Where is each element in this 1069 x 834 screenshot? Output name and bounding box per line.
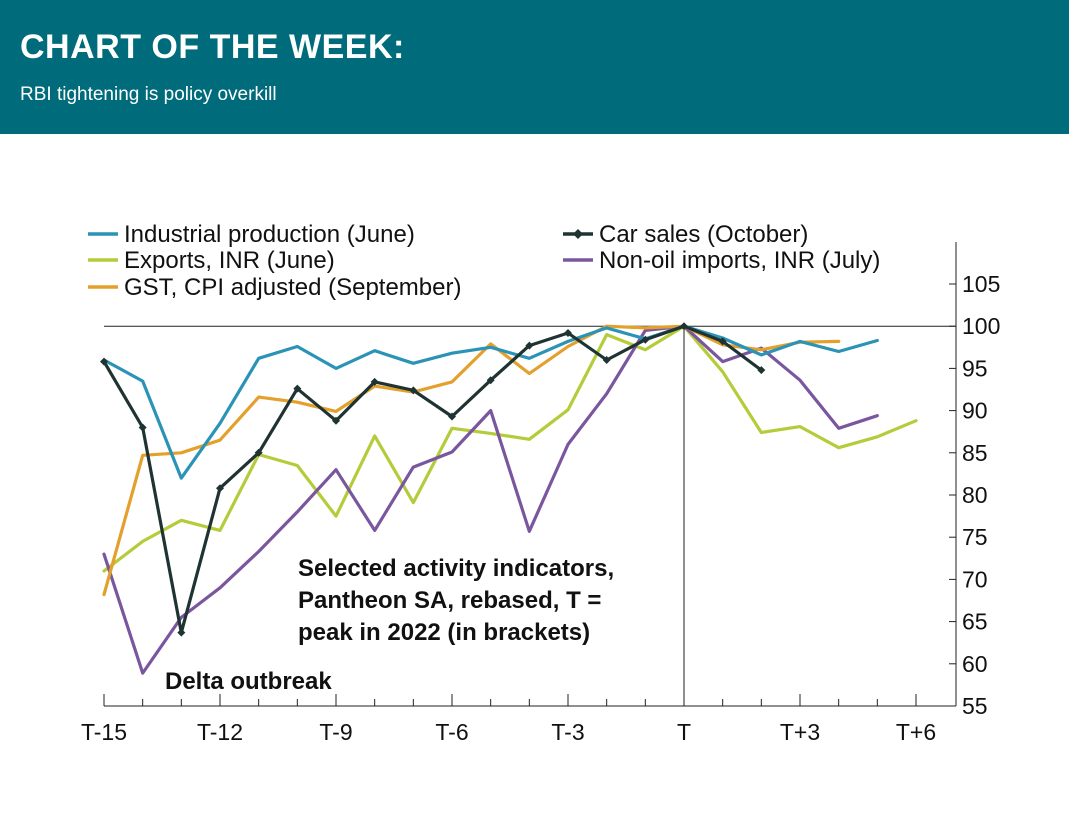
data-point-car-sales [332, 416, 340, 425]
chart-banner: CHART OF THE WEEK: RBI tightening is pol… [0, 0, 1069, 134]
data-point-car-sales [525, 341, 534, 350]
data-point-car-sales [100, 357, 108, 366]
data-point-car-sales [641, 335, 650, 344]
x-tick-label: T+3 [780, 719, 820, 745]
legend-label: Industrial production (June) [124, 221, 415, 248]
y-tick-label: 75 [962, 524, 988, 550]
chart-legend: Industrial production (June) Car sales (O… [88, 221, 880, 301]
chart-heading: CHART OF THE WEEK: [20, 28, 405, 66]
x-tick-label: T-12 [197, 719, 243, 745]
data-point-car-sales [680, 322, 688, 331]
data-point-car-sales [409, 386, 418, 395]
line-chart: Industrial production (June) Car sales (O… [81, 221, 1000, 745]
series-line-non-oil-imports [102, 324, 879, 675]
data-point-car-sales [216, 484, 224, 493]
x-tick-label: T [677, 719, 691, 745]
data-point-car-sales [254, 448, 263, 457]
chart-series-lines [100, 322, 918, 675]
x-tick-label: T-15 [81, 719, 127, 745]
x-tick-label: T-3 [551, 719, 584, 745]
data-point-car-sales [602, 355, 611, 364]
chart-subheading: RBI tightening is policy overkill [20, 84, 277, 105]
annotation-delta-outbreak: Delta outbreak [165, 668, 332, 695]
legend-label: Exports, INR (June) [124, 247, 335, 274]
y-tick-label: 55 [962, 693, 988, 719]
data-point-car-sales [718, 337, 727, 346]
legend-marker [573, 229, 583, 239]
y-tick-label: 60 [962, 651, 988, 677]
y-tick-label: 105 [962, 271, 1000, 297]
data-point-car-sales [177, 628, 186, 637]
annotation-chart-note: Selected activity indicators, [298, 555, 614, 582]
x-tick-label: T+6 [896, 719, 936, 745]
data-point-car-sales [370, 377, 379, 386]
data-point-car-sales [757, 366, 766, 375]
annotation-chart-note: peak in 2022 (in brackets) [298, 619, 590, 646]
y-tick-label: 85 [962, 440, 988, 466]
data-point-car-sales [448, 412, 456, 421]
chart-annotations: Selected activity indicators, Pantheon SA… [165, 555, 614, 695]
series-line-industrial [102, 324, 879, 480]
data-point-car-sales [138, 423, 147, 432]
legend-label: Non-oil imports, INR (July) [599, 247, 880, 274]
y-tick-label: 95 [962, 355, 988, 381]
y-tick-label: 80 [962, 482, 988, 508]
series-line-gst [102, 324, 841, 597]
data-point-car-sales [564, 328, 572, 337]
legend-label: GST, CPI adjusted (September) [124, 274, 461, 301]
chart-axes: T-15 T-12 T-9 T-6 T-3 T T+3 T+6 105 100 95 90 85 80 75… [81, 242, 1000, 745]
data-point-car-sales [486, 376, 495, 385]
x-tick-label: T-6 [435, 719, 468, 745]
data-point-car-sales [293, 384, 302, 393]
x-tick-label: T-9 [319, 719, 352, 745]
y-tick-label: 65 [962, 609, 988, 635]
y-tick-label: 70 [962, 566, 988, 592]
series-line-exports [102, 324, 918, 573]
y-tick-label: 100 [962, 313, 1000, 339]
y-tick-label: 90 [962, 398, 988, 424]
series-line-car-sales [102, 324, 763, 635]
legend-label: Car sales (October) [599, 221, 808, 248]
annotation-chart-note: Pantheon SA, rebased, T = [298, 587, 601, 614]
